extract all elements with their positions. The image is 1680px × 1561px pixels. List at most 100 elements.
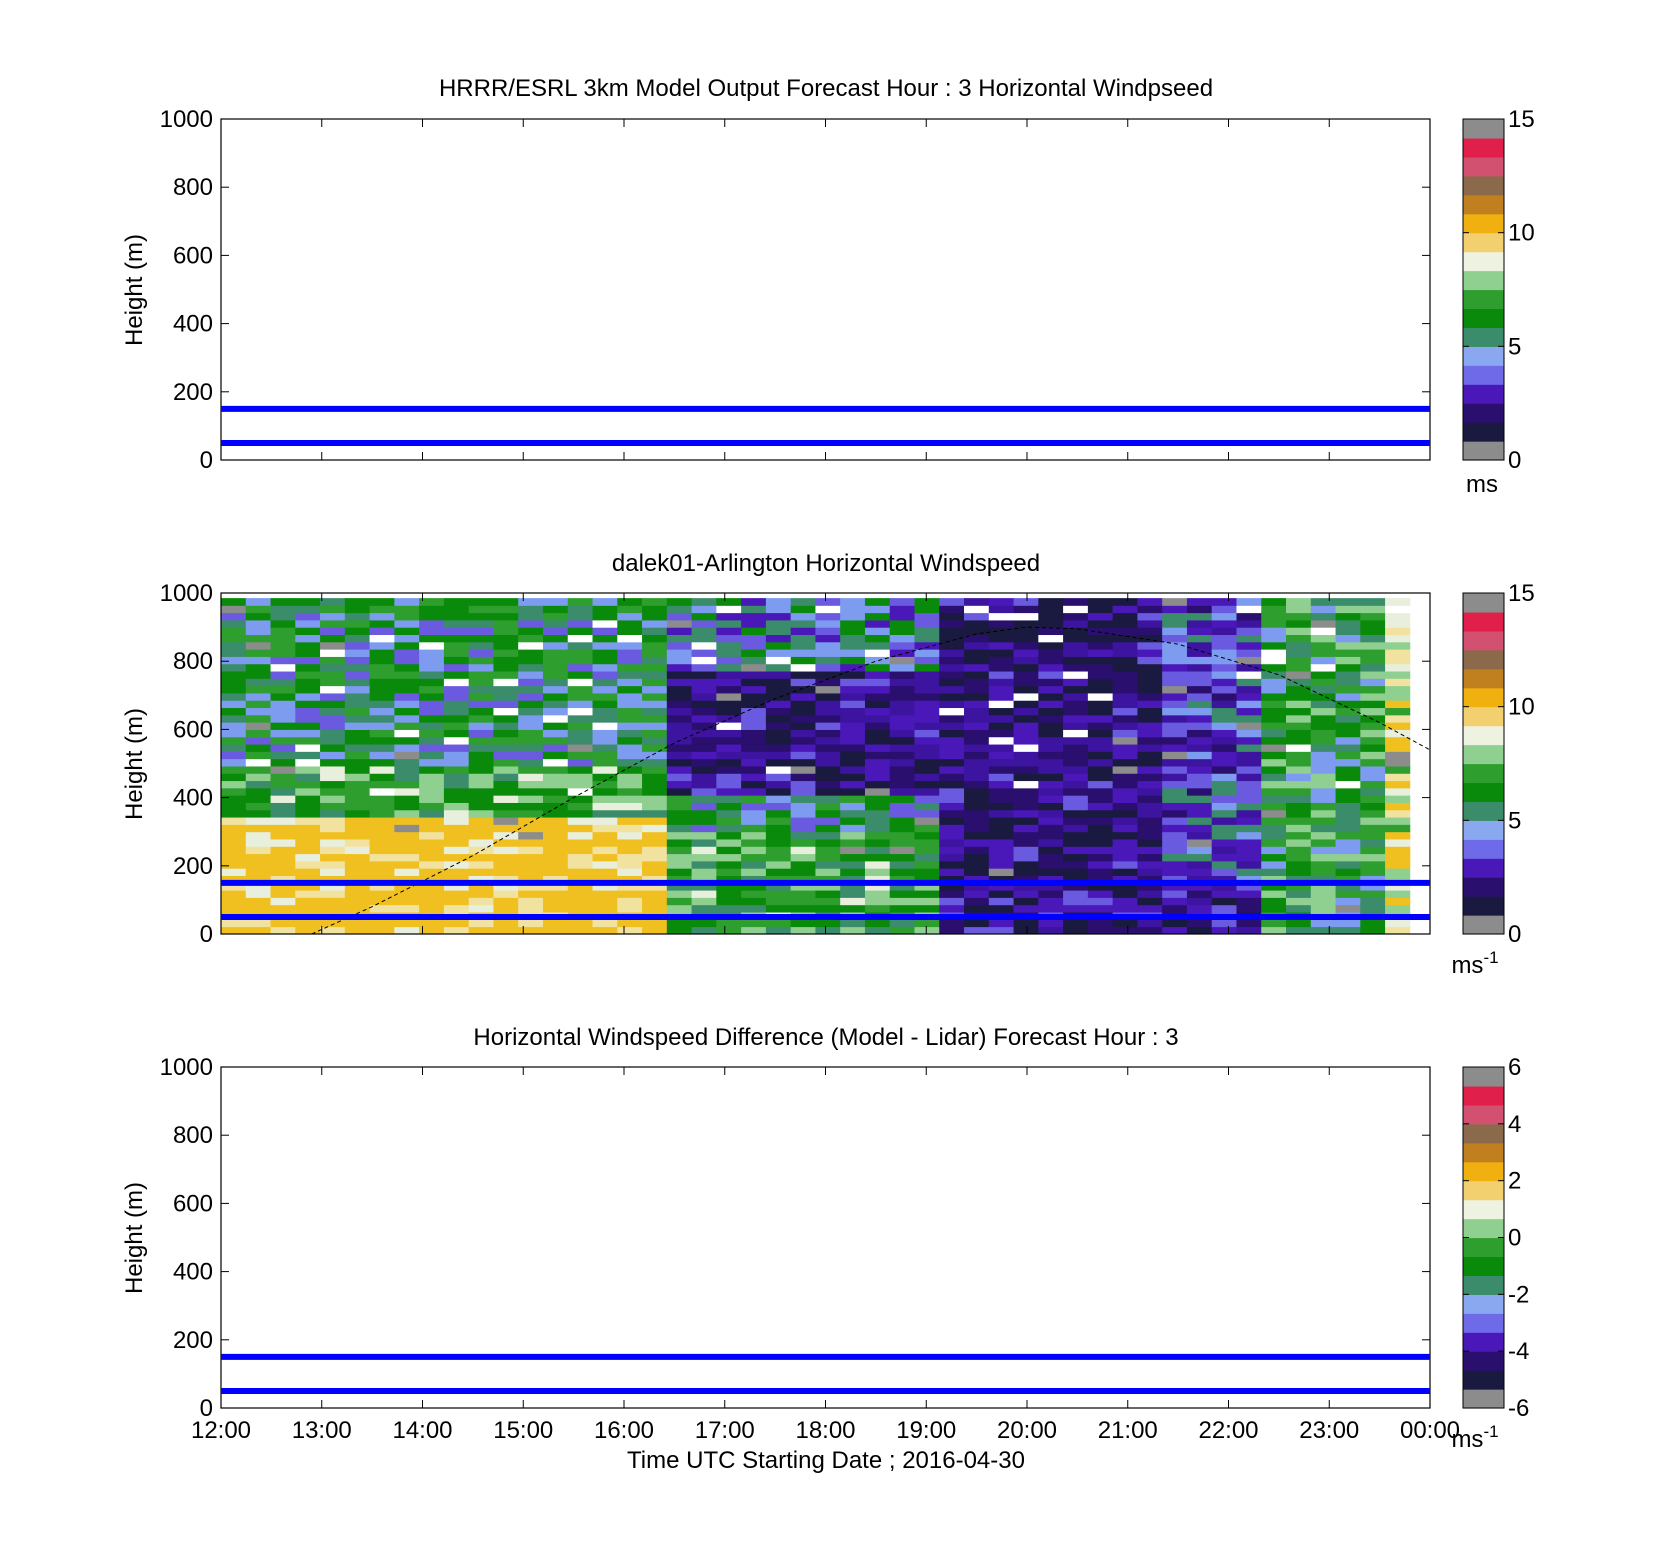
heatmap-cell [815,860,841,869]
heatmap-cell [419,605,445,614]
heatmap-cell [221,634,247,643]
heatmap-cell [567,707,593,716]
heatmap-cell [295,890,321,898]
heatmap-cell [889,904,915,913]
heatmap-cell [1137,890,1163,898]
heatmap-cell [1013,707,1039,716]
heatmap-cell [988,627,1014,636]
heatmap-cell [666,839,692,847]
heatmap-cell [988,605,1014,614]
heatmap-cell [666,831,692,840]
heatmap-cell [765,890,792,898]
heatmap-cell [245,795,271,803]
heatmap-cell [1211,839,1237,847]
heatmap-cell [295,875,321,884]
heatmap-cell [1087,707,1114,716]
heatmap-cell [1385,641,1411,650]
heatmap-cell [1087,758,1114,767]
heatmap-cell [1063,707,1089,716]
heatmap-cell [320,875,346,884]
heatmap-cell [988,612,1014,621]
heatmap-cell [765,875,792,884]
heatmap-cell [988,875,1014,884]
heatmap-cell [988,802,1014,811]
heatmap-cell [295,780,321,789]
heatmap-cell [889,882,915,891]
heatmap-cell [369,707,395,716]
heatmap-cell [567,671,593,679]
heatmap-cell [716,605,742,614]
heatmap-cell [988,846,1014,855]
heatmap-cell [1236,860,1262,869]
heatmap-cell [443,649,470,657]
heatmap-cell [889,700,915,709]
heatmap-cell [245,641,271,650]
heatmap-cell [815,868,841,876]
heatmap-cell [1038,868,1064,876]
heatmap-cell [1310,700,1336,709]
heatmap-cell [1013,780,1039,789]
heatmap-cell [1335,620,1361,628]
heatmap-cell [344,729,371,738]
heatmap-cell [964,598,990,606]
heatmap-cell [245,700,271,709]
heatmap-cell [419,612,445,621]
heatmap-cell [1236,780,1262,789]
heatmap-cell [1137,685,1163,694]
heatmap-cell [443,868,470,876]
heatmap-cell [295,605,321,614]
heatmap-cell [295,926,321,934]
heatmap-cell [691,787,717,796]
heatmap-cell [716,853,742,862]
heatmap-cell [1186,817,1213,825]
heatmap-cell [567,736,593,745]
heatmap-cell [642,802,668,811]
heatmap-cell [493,656,519,665]
heatmap-cell [642,758,668,767]
heatmap-cell [939,860,965,869]
heatmap-cell [1310,649,1336,657]
heatmap-cell [840,744,866,752]
heatmap-cell [394,671,420,679]
heatmap-cell [691,663,717,672]
heatmap-cell [468,736,494,745]
heatmap-cell [741,671,767,679]
heatmap-cell [642,598,668,606]
heatmap-cell [468,904,494,913]
heatmap-cell [493,824,519,833]
heatmap-cell [691,904,717,913]
heatmap-cell [741,700,767,709]
colorbar-segment [1463,801,1504,821]
heatmap-cell [617,795,643,803]
heatmap-cell [468,824,494,833]
heatmap-cell [1286,656,1312,665]
heatmap-cell [344,860,371,869]
heatmap-cell [741,766,767,774]
heatmap-cell [320,671,346,679]
heatmap-cell [716,787,742,796]
heatmap-cell [394,598,420,606]
heatmap-cell [790,656,816,665]
heatmap-cell [741,685,767,694]
heatmap-cell [592,904,618,913]
heatmap-cell [617,693,643,701]
heatmap-cell [1286,605,1312,614]
heatmap-cell [914,860,940,869]
heatmap-cell [790,802,816,811]
heatmap-cell [369,641,395,650]
heatmap-cell [592,627,618,636]
heatmap-cell [666,766,692,774]
panel-difference-ylabel: Height (m) [121,1182,148,1294]
heatmap-cell [617,839,643,847]
heatmap-cell [1112,758,1138,767]
heatmap-cell [741,809,767,818]
heatmap-cell [1211,904,1237,913]
heatmap-cell [542,780,569,789]
heatmap-cell [1385,809,1411,818]
y-tick-label: 800 [173,1122,213,1149]
heatmap-cell [518,787,544,796]
heatmap-cell [518,722,544,730]
heatmap-cell [1335,678,1361,687]
heatmap-cell [567,780,593,789]
